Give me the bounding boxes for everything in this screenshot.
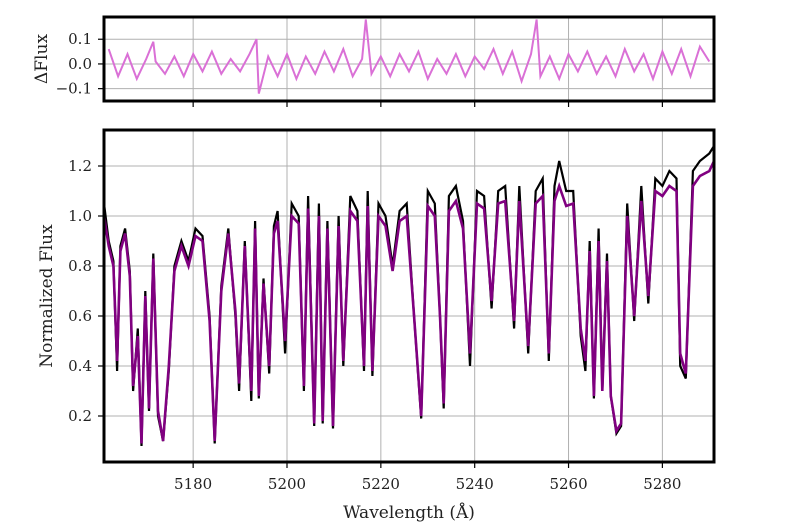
x-tick-label: 5260 (549, 475, 587, 493)
y-tick-label: 1.2 (68, 157, 92, 175)
residual-gridlines (104, 17, 714, 101)
flux-panel: 5180 5200 5220 5240 5260 5280 0.2 0.4 0.6 0.8 1.0 1… (37, 128, 716, 523)
residual-line (107, 19, 711, 94)
y-tick-label: 0.1 (68, 30, 92, 48)
residual-axes-frame (102, 15, 716, 103)
y-tick-label: 0.0 (68, 55, 92, 73)
x-tick-label: 5220 (362, 475, 400, 493)
flux-y-axis-label: Normalized Flux (37, 224, 57, 368)
model-spectrum-line (102, 160, 716, 444)
flux-axes-frame (102, 128, 716, 464)
residual-ticks: 0.1 0.0 −0.1 (56, 30, 663, 107)
y-tick-label: 0.6 (68, 307, 92, 325)
x-tick-label: 5240 (456, 475, 494, 493)
y-tick-label: 0.4 (68, 357, 92, 375)
x-tick-label: 5200 (268, 475, 306, 493)
x-tick-label: 5180 (174, 475, 212, 493)
residual-y-axis-label: ΔFlux (32, 34, 52, 84)
y-tick-label: 1.0 (68, 207, 92, 225)
y-tick-label: −0.1 (56, 80, 92, 98)
x-tick-label: 5280 (643, 475, 681, 493)
flux-ticks: 5180 5200 5220 5240 5260 5280 0.2 0.4 0.6 0.8 1.0 1… (68, 157, 681, 493)
residual-panel: 0.1 0.0 −0.1 ΔFlux (32, 15, 716, 107)
y-tick-label: 0.2 (68, 407, 92, 425)
x-axis-label: Wavelength (Å) (343, 502, 475, 523)
y-tick-label: 0.8 (68, 257, 92, 275)
